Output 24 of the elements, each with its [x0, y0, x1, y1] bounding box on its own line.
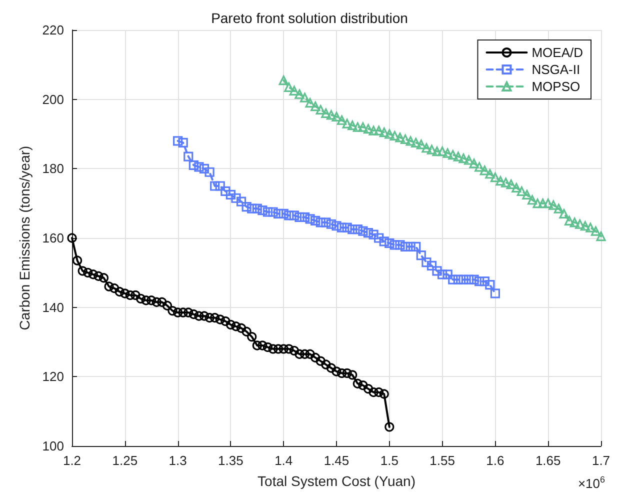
x-tick-label: 1.35 [218, 453, 244, 468]
x-tick-label: 1.65 [535, 453, 561, 468]
x-tick-label: 1.3 [168, 453, 187, 468]
legend-label: NSGA-II [532, 62, 580, 77]
y-tick-label: 120 [42, 369, 64, 384]
x-tick-label: 1.6 [486, 453, 504, 468]
x-tick-label: 1.5 [380, 453, 398, 468]
y-tick-label: 200 [42, 92, 64, 107]
chart-title: Pareto front solution distribution [211, 10, 408, 26]
y-tick-label: 140 [42, 300, 64, 315]
x-tick-label: 1.55 [430, 453, 455, 468]
y-tick-label: 180 [42, 161, 64, 176]
legend-label: MOEA/D [532, 45, 584, 60]
legend-label: MOPSO [532, 79, 580, 94]
x-axis-title: Total System Cost (Yuan) [258, 473, 416, 489]
x-tick-label: 1.25 [112, 453, 138, 468]
x-tick-label: 1.45 [324, 453, 350, 468]
x-tick-label: 1.4 [274, 453, 293, 468]
y-tick-label: 160 [42, 230, 64, 246]
x-tick-label: 1.2 [62, 453, 82, 468]
y-tick-label: 100 [42, 438, 64, 454]
y-tick-label: 220 [42, 22, 64, 38]
x-tick-label: 1.7 [592, 453, 610, 468]
y-axis-title: Carbon Emissions (tons/year) [16, 146, 32, 330]
